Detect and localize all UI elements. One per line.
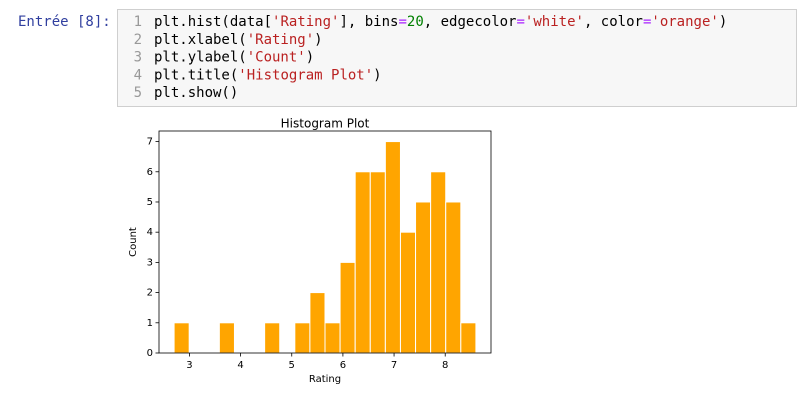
code-token: ) <box>373 67 381 83</box>
line-number: 4 <box>134 67 142 83</box>
y-tick-label: 0 <box>147 348 153 359</box>
code-token: , edgecolor <box>424 14 517 30</box>
code-token: 'Rating' <box>247 32 314 48</box>
bar <box>399 231 417 354</box>
code-token: 'orange' <box>651 14 718 30</box>
code-token: plt.xlabel( <box>154 32 247 48</box>
y-tick-label: 4 <box>147 227 153 238</box>
code-token: plt.ylabel( <box>154 50 247 66</box>
code-token: , color <box>584 14 643 30</box>
bar <box>415 201 432 354</box>
bar <box>218 322 235 354</box>
code-token: ) <box>306 50 314 66</box>
code-token: = <box>643 14 651 30</box>
bar <box>324 322 341 354</box>
bar <box>309 292 326 354</box>
code-token: 'Count' <box>247 50 306 66</box>
line-number: 3 <box>134 50 142 66</box>
y-axis-label: Count <box>128 227 139 257</box>
bar <box>430 171 447 354</box>
code-token: plt.hist(data[ <box>154 14 272 30</box>
y-tick-label: 6 <box>147 167 153 178</box>
bar <box>460 322 477 354</box>
line-number: 5 <box>134 85 142 101</box>
line-number: 1 <box>134 14 142 30</box>
code-line: plt.show() <box>154 85 238 101</box>
bar <box>369 171 386 354</box>
x-tick-label: 3 <box>186 360 192 371</box>
prompt: Entrée [8]: <box>18 14 111 30</box>
bar <box>294 322 311 354</box>
y-tick-label: 2 <box>147 288 153 299</box>
chart: 0 1 2 3 4 5 6 7 3 4 5 6 7 8 Histogram Plot Rating Count <box>128 117 492 385</box>
code-token: ) <box>719 14 727 30</box>
code-token: ], bins <box>339 14 398 30</box>
code-token: 'Histogram Plot' <box>238 67 373 83</box>
code-line: plt.ylabel('Count') <box>154 50 314 66</box>
code-token: = <box>398 14 406 30</box>
y-tick-label: 3 <box>147 257 153 268</box>
x-axis-label: Rating <box>309 374 341 385</box>
chart-title: Histogram Plot <box>281 117 370 131</box>
code-token: plt.show() <box>154 85 238 101</box>
x-tick-label: 4 <box>237 360 243 371</box>
line-number: 2 <box>134 32 142 48</box>
x-tick-label: 8 <box>442 360 448 371</box>
code-line: plt.xlabel('Rating') <box>154 32 323 48</box>
code-cell[interactable] <box>117 9 797 107</box>
bar <box>445 201 462 354</box>
bar <box>264 322 281 354</box>
code-token: 'white' <box>525 14 584 30</box>
code-token: plt.title( <box>154 67 238 83</box>
code-token: = <box>516 14 524 30</box>
x-tick-label: 5 <box>289 360 295 371</box>
bar <box>173 322 190 354</box>
y-tick-label: 7 <box>147 137 153 148</box>
bar <box>339 261 356 354</box>
bar <box>354 171 371 354</box>
code-line: plt.hist(data['Rating'], bins=20, edgeco… <box>154 14 727 30</box>
code-token: 20 <box>407 14 424 30</box>
code-token: ) <box>314 32 322 48</box>
axes-frame <box>158 130 492 354</box>
code-token: 'Rating' <box>272 14 339 30</box>
y-tick-label: 1 <box>147 318 153 329</box>
code-line: plt.title('Histogram Plot') <box>154 67 382 83</box>
x-tick-label: 7 <box>391 360 397 371</box>
bar <box>384 141 401 354</box>
y-tick-label: 5 <box>147 197 153 208</box>
x-tick-label: 6 <box>340 360 346 371</box>
